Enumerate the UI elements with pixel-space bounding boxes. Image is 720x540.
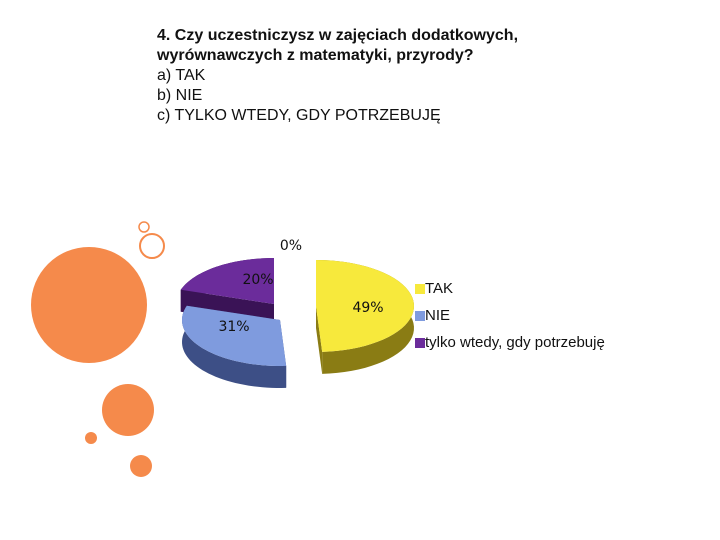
legend-item-tylko: tylko wtedy, gdy potrzebuję bbox=[415, 329, 605, 356]
option-c: c) TYLKO WTEDY, GDY POTRZEBUJĘ bbox=[157, 107, 441, 124]
pie-slice-nie bbox=[182, 305, 287, 366]
question-text: 4. Czy uczestniczysz w zajęciach dodatko… bbox=[157, 26, 637, 126]
data-label-nie: 31% bbox=[218, 319, 249, 335]
legend-swatch-tak bbox=[415, 283, 425, 294]
data-label-zero: 0% bbox=[280, 238, 302, 254]
decor-circle-tiny bbox=[85, 432, 97, 444]
option-a: a) TAK bbox=[157, 67, 206, 84]
pie-slice-wall-tak-end bbox=[316, 306, 323, 374]
question-title-line2: wyrównawczych z matematyki, przyrody? bbox=[157, 47, 474, 64]
data-label-tylko: 20% bbox=[242, 272, 273, 288]
legend-item-nie: NIE bbox=[415, 302, 605, 329]
pie-slice-side-nie bbox=[182, 305, 287, 388]
legend-label-tak: TAK bbox=[425, 280, 454, 297]
legend-swatch-nie bbox=[415, 310, 425, 321]
data-label-tak: 49% bbox=[352, 300, 383, 316]
legend-label-tylko: tylko wtedy, gdy potrzebuję bbox=[425, 334, 605, 351]
chart-legend: TAK NIE tylko wtedy, gdy potrzebuję bbox=[415, 275, 605, 356]
pie-slice-tylko bbox=[180, 258, 274, 304]
legend-swatch-tylko bbox=[415, 337, 425, 348]
decor-circle-ring-small bbox=[138, 221, 150, 233]
decor-circle-ring bbox=[139, 233, 165, 259]
decor-circle-small bbox=[130, 455, 152, 477]
decor-circle-large bbox=[31, 247, 147, 363]
question-title-line1: 4. Czy uczestniczysz w zajęciach dodatko… bbox=[157, 27, 519, 44]
pie-slice-tak bbox=[316, 260, 414, 352]
option-b: b) NIE bbox=[157, 87, 203, 104]
decor-circle-medium bbox=[102, 384, 154, 436]
legend-label-nie: NIE bbox=[425, 307, 451, 324]
legend-item-tak: TAK bbox=[415, 275, 605, 302]
